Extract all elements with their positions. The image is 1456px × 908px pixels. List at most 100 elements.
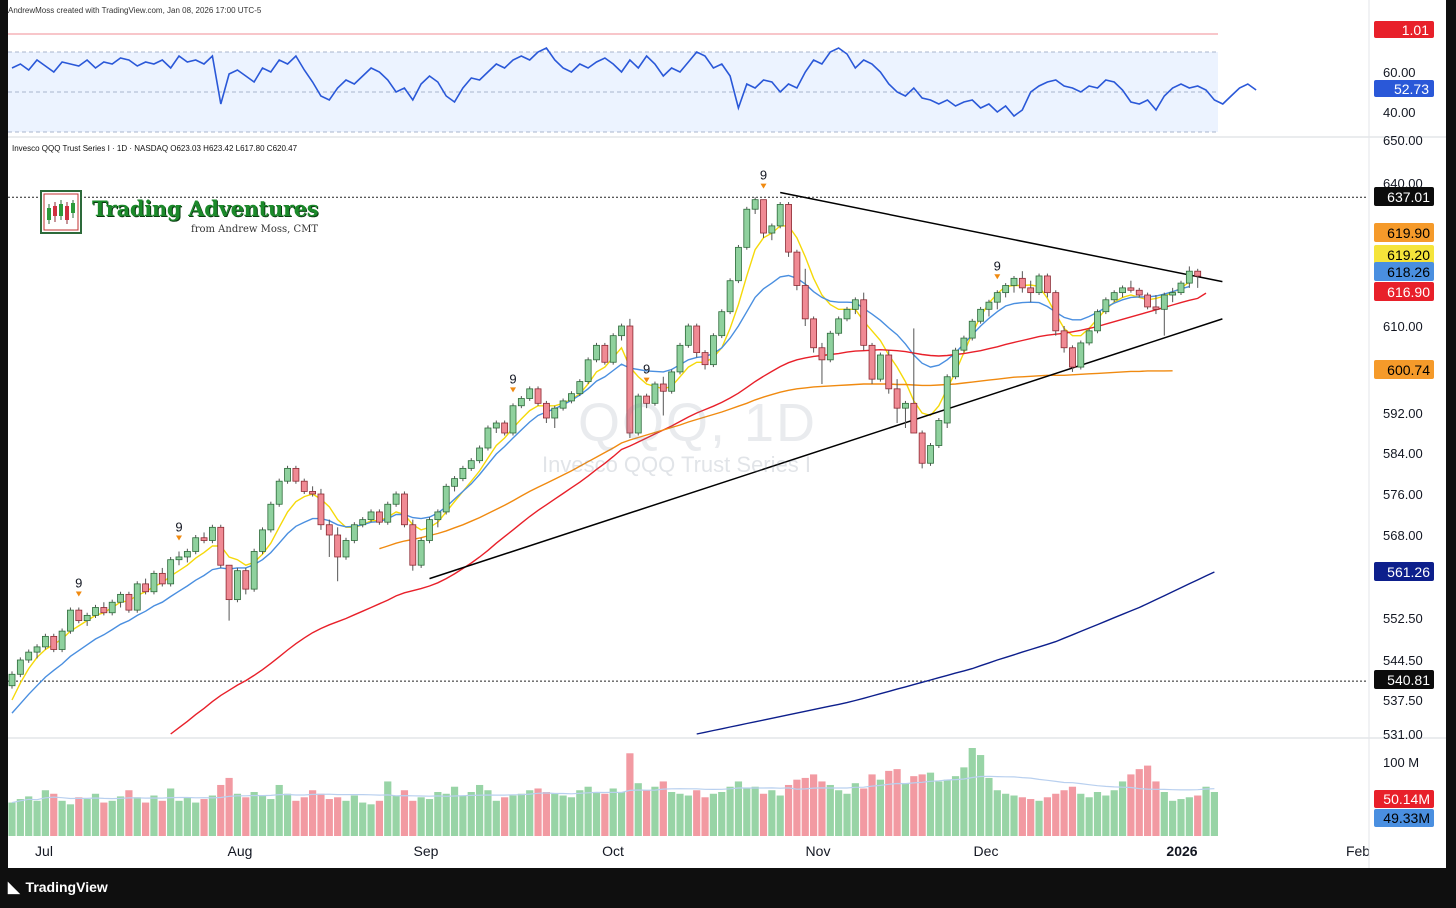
volume-bar [918, 774, 926, 836]
rsi-tick-label: 40.00 [1383, 105, 1416, 120]
volume-bar [592, 792, 601, 836]
volume-bar [718, 792, 726, 836]
volume-bar [626, 753, 634, 836]
volume-badge-label: 49.33M [1383, 810, 1430, 826]
candle-down [75, 609, 83, 622]
volume-bar [250, 792, 258, 836]
candle-up [275, 480, 283, 505]
volume-bar [810, 774, 818, 836]
volume-bar [50, 793, 58, 836]
candle-up [1035, 275, 1043, 294]
volume-bar [1043, 797, 1051, 836]
volume-bar [935, 781, 943, 836]
volume-badge-label: 50.14M [1383, 791, 1430, 807]
volume-bar [910, 776, 918, 836]
price-tick-label: 531.00 [1383, 727, 1423, 742]
volume-bar [83, 799, 91, 836]
volume-bar [1085, 797, 1093, 836]
volume-bar [1068, 786, 1077, 836]
volume-bar [33, 800, 41, 836]
price-badge [1374, 360, 1434, 379]
volume-bar [116, 796, 125, 836]
moving-average-line-2 [170, 292, 1207, 735]
candle-up [208, 526, 216, 541]
candle-up [451, 478, 458, 487]
candle-down [100, 607, 108, 614]
rsi-badge-label: 52.73 [1394, 81, 1429, 97]
sequential-marker-arrow [760, 183, 767, 189]
volume-bar [25, 796, 33, 836]
candle-up [1185, 270, 1193, 284]
candle-down [300, 480, 308, 492]
candle-down [1127, 287, 1135, 291]
tradingview-footer[interactable]: ◣ TradingView [8, 877, 108, 897]
symbol-ohlc-line: Invesco QQQ Trust Series I · 1D · NASDAQ… [12, 144, 298, 153]
candle-up [1102, 299, 1110, 313]
volume-bar [526, 790, 534, 836]
volume-bar [684, 795, 692, 836]
candle-down [1144, 294, 1151, 308]
volume-bar [75, 797, 83, 836]
volume-bar [542, 792, 550, 836]
volume-bar [617, 792, 626, 836]
volume-bar [943, 779, 951, 836]
candle-up [676, 344, 684, 373]
candle-up [710, 335, 717, 366]
volume-bar [551, 793, 559, 836]
candle-down [643, 395, 650, 404]
moving-average-line-5 [696, 571, 1215, 735]
volume-bar [125, 790, 133, 836]
volume-bar [258, 795, 267, 836]
candle-up [1177, 282, 1185, 294]
candle-down [1069, 347, 1076, 368]
volume-bar [843, 793, 851, 836]
moving-average-line-0 [11, 225, 1190, 701]
volume-bar [409, 800, 417, 836]
volume-bar [41, 790, 49, 836]
price-tick-label: 537.50 [1383, 693, 1423, 708]
candle-up [568, 393, 575, 402]
volume-bar [1152, 781, 1160, 836]
price-tick-label: 576.00 [1383, 487, 1423, 502]
candle-down [760, 199, 767, 234]
volume-bar [1002, 793, 1010, 836]
candle-down [659, 383, 667, 392]
price-badge-label: 637.01 [1387, 189, 1430, 205]
volume-bar [1052, 793, 1060, 836]
candle-up [877, 354, 884, 380]
volume-bar [1177, 799, 1185, 836]
candle-up [16, 659, 24, 675]
candle-down [534, 388, 542, 404]
volume-bar [492, 800, 500, 836]
rsi-badge [1374, 80, 1434, 97]
volume-bar [334, 797, 342, 836]
volume-tick-label: 100 M [1383, 755, 1419, 770]
price-badge [1374, 262, 1434, 281]
volume-bar [1202, 786, 1210, 836]
candle-down [501, 422, 509, 434]
candle-down [375, 511, 383, 523]
candle-down [1052, 292, 1060, 332]
candle-up [726, 280, 734, 313]
volume-bar [1027, 799, 1035, 836]
volume-bar [977, 755, 985, 836]
candle-down [785, 204, 792, 253]
candle-up [392, 493, 400, 505]
candle-up [902, 402, 909, 409]
volume-bar [425, 799, 434, 836]
candle-down [918, 432, 926, 464]
candle-up [735, 246, 742, 282]
volume-bar [534, 788, 542, 836]
candle-up [826, 332, 834, 361]
candle-up [517, 398, 525, 407]
rsi-badge [1374, 21, 1434, 38]
volume-bar [183, 797, 191, 836]
candle-down [1194, 270, 1202, 277]
volume-bar [659, 781, 667, 836]
rsi-badge-label: 1.01 [1402, 22, 1429, 38]
candle-up [1160, 294, 1168, 310]
volume-bar [392, 795, 400, 836]
volume-bar [484, 790, 492, 836]
volume-average-line [11, 775, 1215, 804]
